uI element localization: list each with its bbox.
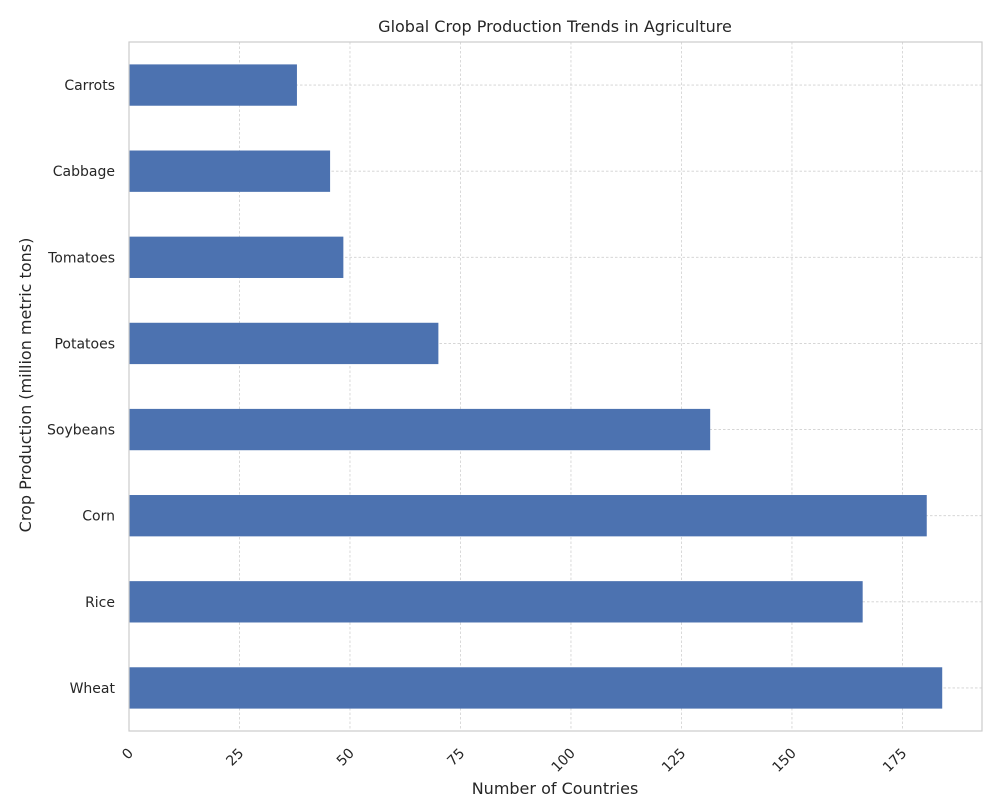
x-axis-label: Number of Countries: [472, 779, 639, 798]
y-tick-label: Rice: [85, 595, 115, 611]
x-tick-label: 75: [444, 746, 468, 770]
y-tick-label: Carrots: [64, 78, 115, 94]
bar-corn: [129, 495, 927, 537]
bar-rice: [129, 581, 863, 623]
bar-soybeans: [129, 408, 711, 451]
x-tick-label: 50: [334, 746, 358, 770]
y-tick-label: Potatoes: [54, 336, 115, 352]
x-tick-labels: 0 25 50 75 100 125 150 175: [119, 746, 910, 776]
y-axis-label: Crop Production (million metric tons): [16, 238, 35, 533]
bar-carrots: [129, 64, 297, 106]
bar-wheat: [129, 667, 943, 709]
y-tick-label: Wheat: [70, 681, 116, 697]
x-tick-label: 0: [119, 746, 137, 764]
y-tick-label: Cabbage: [53, 164, 115, 180]
x-tick-label: 125: [659, 746, 689, 776]
bar-cabbage: [129, 150, 331, 192]
y-tick-label: Corn: [82, 509, 115, 525]
y-tick-label: Tomatoes: [47, 250, 115, 266]
grid-lines: [128, 42, 982, 731]
chart-title: Global Crop Production Trends in Agricul…: [378, 17, 732, 36]
x-tick-label: 100: [549, 746, 579, 776]
x-tick-label: 150: [770, 746, 800, 776]
plot-frame: [128, 41, 983, 732]
bar-potatoes: [129, 322, 439, 365]
y-tick-labels: Wheat Rice Corn Soybeans Potatoes Tomatoes Cab…: [47, 78, 115, 697]
x-tick-label: 25: [223, 746, 247, 770]
bar-tomatoes: [129, 236, 344, 278]
y-tick-label: Soybeans: [47, 423, 115, 439]
x-tick-label: 175: [880, 746, 910, 776]
bars: [129, 64, 943, 709]
